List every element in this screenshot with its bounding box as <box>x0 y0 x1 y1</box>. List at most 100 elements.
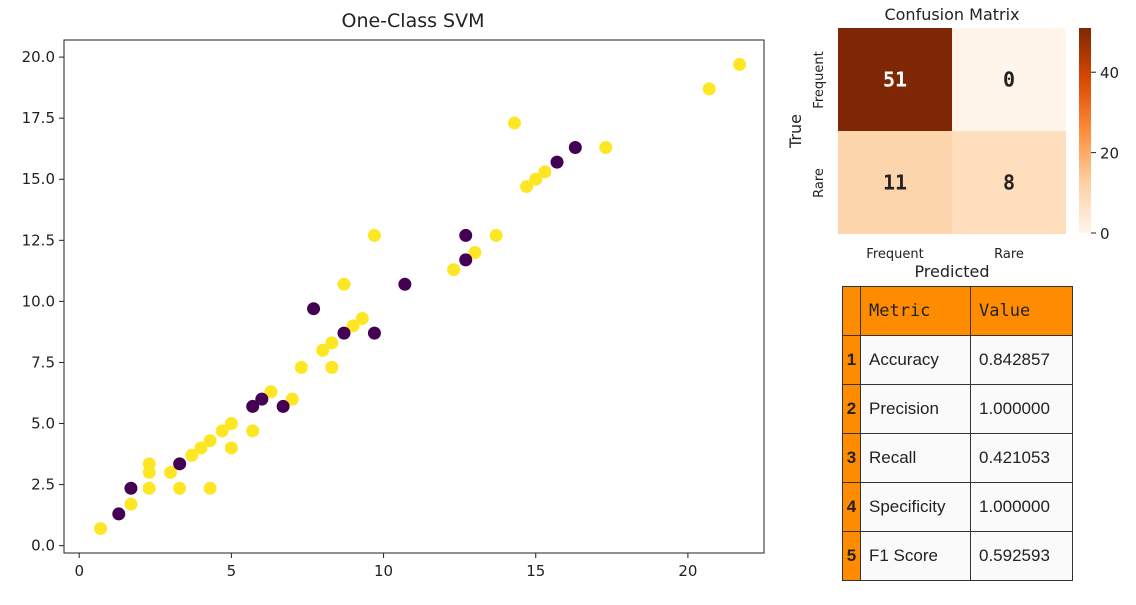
x-tick-label: 15 <box>526 562 545 580</box>
row-value: 0.421053 <box>970 433 1073 483</box>
row-index: 3 <box>842 433 861 483</box>
row-index: 4 <box>842 482 861 532</box>
scatter-point-yellow <box>142 457 156 471</box>
metrics-header-metric: Metric <box>860 286 971 336</box>
table-row: 5 F1 Score 0.592593 <box>842 531 1073 581</box>
cm-cell-value: 8 <box>1003 171 1015 195</box>
scatter-point-yellow <box>124 497 138 511</box>
table-row: 4 Specificity 1.000000 <box>842 482 1073 532</box>
scatter-point-yellow <box>355 311 369 325</box>
scatter-point-yellow <box>507 116 521 130</box>
cm-x-label: Predicted <box>914 262 989 281</box>
scatter-point-yellow <box>447 263 461 277</box>
y-tick-label: 10.0 <box>22 292 55 310</box>
cm-cell <box>838 131 952 234</box>
row-value: 0.842857 <box>970 335 1073 385</box>
scatter-point-purple <box>550 155 564 169</box>
scatter-points <box>94 57 747 536</box>
scatter-point-yellow <box>203 434 217 448</box>
scatter-x-axis: 0 5 10 15 20 <box>74 553 697 580</box>
scatter-point-yellow <box>733 57 747 71</box>
scatter-point-purple <box>246 399 260 413</box>
scatter-point-yellow <box>185 448 199 462</box>
scatter-point-purple <box>307 302 321 316</box>
y-tick-label: 5.0 <box>31 415 55 433</box>
y-tick-label: 7.5 <box>31 353 55 371</box>
scatter-point-purple <box>568 140 582 154</box>
scatter-point-yellow <box>316 343 330 357</box>
scatter-point-purple <box>459 253 473 267</box>
cm-cells: 51 0 11 8 <box>838 28 1066 234</box>
table-row: 2 Precision 1.000000 <box>842 384 1073 434</box>
y-tick-label: 12.5 <box>22 231 55 249</box>
y-tick-label: 0.0 <box>31 537 55 555</box>
scatter-point-yellow <box>224 417 238 431</box>
cm-colorbar-ticks: 0 20 40 <box>1091 64 1119 243</box>
scatter-point-yellow <box>538 165 552 179</box>
x-tick-label: 20 <box>678 562 697 580</box>
row-metric: Accuracy <box>860 335 971 385</box>
scatter-point-yellow <box>94 522 108 536</box>
scatter-point-yellow <box>337 277 351 291</box>
cm-title: Confusion Matrix <box>884 5 1019 24</box>
x-tick-label: 10 <box>374 562 393 580</box>
scatter-point-yellow <box>285 392 299 406</box>
cm-cell-value: 51 <box>883 68 907 92</box>
scatter-point-yellow <box>367 228 381 242</box>
scatter-point-yellow <box>325 360 339 374</box>
scatter-point-yellow <box>529 172 543 186</box>
cm-cell <box>952 28 1066 131</box>
cb-tick-label: 20 <box>1100 145 1119 163</box>
x-tick-label: 0 <box>74 562 84 580</box>
row-index: 2 <box>842 384 861 434</box>
cm-y-tick-frequent: Frequent <box>812 51 827 108</box>
cm-cell <box>952 131 1066 234</box>
metrics-header-value: Value <box>970 286 1073 336</box>
y-tick-label: 15.0 <box>22 170 55 188</box>
scatter-point-purple <box>367 326 381 340</box>
scatter-point-yellow <box>164 465 178 479</box>
scatter-point-yellow <box>203 481 217 495</box>
cb-tick-label: 40 <box>1100 64 1119 82</box>
scatter-point-purple <box>112 507 126 521</box>
y-tick-label: 20.0 <box>22 48 55 66</box>
scatter-point-yellow <box>142 481 156 495</box>
scatter-point-yellow <box>599 140 613 154</box>
row-value: 1.000000 <box>970 482 1073 532</box>
scatter-point-yellow <box>346 319 360 333</box>
scatter-point-purple <box>337 326 351 340</box>
cm-y-tick-rare: Rare <box>812 168 827 198</box>
x-tick-label: 5 <box>227 562 237 580</box>
row-index: 5 <box>842 531 861 581</box>
cm-cell-value: 0 <box>1003 68 1015 92</box>
row-value: 1.000000 <box>970 384 1073 434</box>
scatter-point-yellow <box>294 360 308 374</box>
scatter-point-purple <box>255 392 269 406</box>
metrics-table: Metric Value 1 Accuracy 0.842857 2 Preci… <box>842 286 1073 581</box>
metrics-header-index <box>842 286 861 336</box>
row-metric: Precision <box>860 384 971 434</box>
cm-x-tick-frequent: Frequent <box>866 247 923 262</box>
scatter-point-purple <box>276 399 290 413</box>
scatter-point-yellow <box>468 246 482 260</box>
table-row: 1 Accuracy 0.842857 <box>842 335 1073 385</box>
cm-cell <box>838 28 952 131</box>
cm-x-tick-rare: Rare <box>994 247 1024 262</box>
scatter-point-purple <box>459 228 473 242</box>
scatter-point-yellow <box>520 180 534 194</box>
cb-tick-label: 0 <box>1100 225 1110 243</box>
scatter-point-purple <box>173 457 187 471</box>
metrics-header-row: Metric Value <box>842 286 1073 336</box>
y-tick-label: 2.5 <box>31 476 55 494</box>
scatter-point-purple <box>124 481 138 495</box>
scatter-point-yellow <box>215 424 229 438</box>
scatter-point-purple <box>398 277 412 291</box>
scatter-title: One-Class SVM <box>341 10 484 32</box>
scatter-point-yellow <box>194 441 208 455</box>
scatter-point-yellow <box>702 82 716 96</box>
row-metric: Recall <box>860 433 971 483</box>
scatter-point-yellow <box>173 481 187 495</box>
scatter-point-yellow <box>224 441 238 455</box>
cm-cell-value: 11 <box>883 171 907 195</box>
